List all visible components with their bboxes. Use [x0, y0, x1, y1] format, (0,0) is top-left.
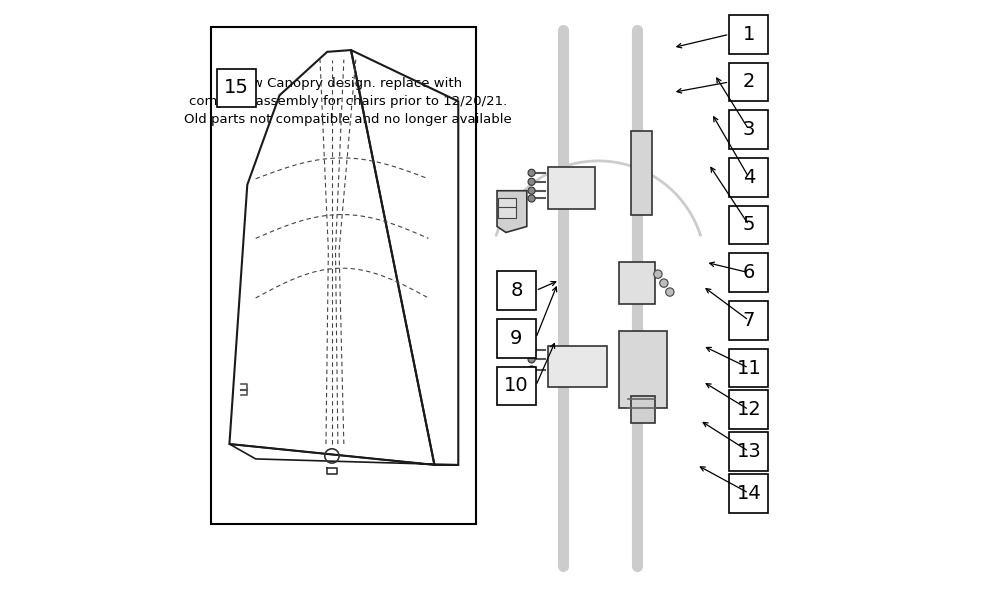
Text: 7: 7: [743, 311, 755, 330]
Circle shape: [528, 178, 535, 185]
FancyBboxPatch shape: [497, 367, 536, 405]
Polygon shape: [619, 262, 655, 304]
Text: New Canopry design. replace with
complete assembly for chairs prior to 12/20/21.: New Canopry design. replace with complet…: [184, 77, 512, 126]
FancyBboxPatch shape: [729, 474, 768, 513]
Polygon shape: [631, 396, 655, 423]
FancyBboxPatch shape: [497, 319, 536, 358]
Text: 5: 5: [743, 216, 755, 234]
Text: 2: 2: [743, 73, 755, 91]
Circle shape: [528, 366, 535, 373]
FancyBboxPatch shape: [729, 63, 768, 101]
Circle shape: [528, 347, 535, 354]
Circle shape: [528, 187, 535, 194]
Polygon shape: [497, 191, 527, 232]
FancyBboxPatch shape: [729, 253, 768, 292]
Text: 4: 4: [743, 168, 755, 187]
FancyBboxPatch shape: [211, 27, 476, 524]
Text: 11: 11: [736, 359, 761, 377]
Text: 15: 15: [224, 79, 249, 97]
FancyBboxPatch shape: [729, 158, 768, 197]
Circle shape: [666, 288, 674, 296]
FancyBboxPatch shape: [729, 110, 768, 149]
Text: 10: 10: [504, 377, 529, 395]
Circle shape: [660, 279, 668, 287]
Circle shape: [654, 270, 662, 278]
FancyBboxPatch shape: [729, 206, 768, 244]
FancyBboxPatch shape: [729, 15, 768, 54]
Polygon shape: [548, 167, 595, 209]
FancyBboxPatch shape: [498, 198, 516, 209]
Text: 12: 12: [736, 401, 761, 419]
Text: 8: 8: [510, 281, 523, 300]
Polygon shape: [619, 331, 667, 408]
Circle shape: [528, 169, 535, 176]
Text: 9: 9: [510, 329, 523, 347]
Text: 1: 1: [743, 25, 755, 44]
FancyBboxPatch shape: [497, 271, 536, 310]
Text: 3: 3: [743, 120, 755, 139]
Polygon shape: [631, 131, 652, 215]
Circle shape: [528, 195, 535, 202]
Polygon shape: [548, 346, 607, 387]
Text: 14: 14: [736, 484, 761, 502]
FancyBboxPatch shape: [729, 349, 768, 387]
Text: 6: 6: [743, 263, 755, 282]
FancyBboxPatch shape: [217, 69, 256, 107]
FancyBboxPatch shape: [729, 432, 768, 471]
FancyBboxPatch shape: [729, 390, 768, 429]
Text: 13: 13: [736, 442, 761, 461]
FancyBboxPatch shape: [498, 207, 516, 218]
FancyBboxPatch shape: [729, 301, 768, 340]
Circle shape: [528, 356, 535, 363]
